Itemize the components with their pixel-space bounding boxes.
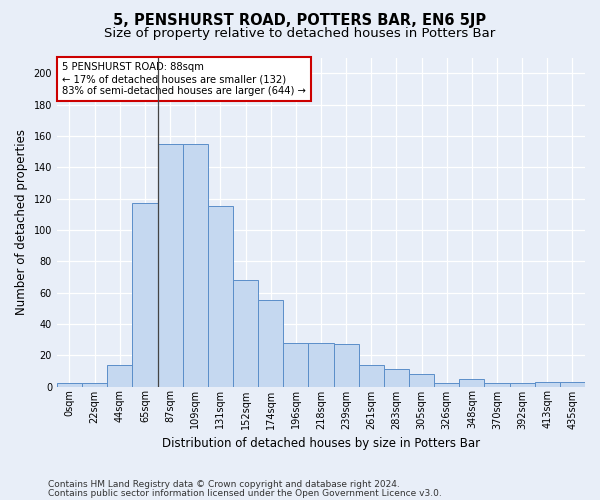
Bar [359, 364, 384, 386]
Bar [509, 384, 535, 386]
Bar [384, 370, 409, 386]
Bar [258, 300, 283, 386]
Bar [233, 280, 258, 386]
X-axis label: Distribution of detached houses by size in Potters Bar: Distribution of detached houses by size … [162, 437, 480, 450]
Bar [434, 384, 459, 386]
Bar [409, 374, 434, 386]
Text: 5, PENSHURST ROAD, POTTERS BAR, EN6 5JP: 5, PENSHURST ROAD, POTTERS BAR, EN6 5JP [113, 12, 487, 28]
Bar [560, 382, 585, 386]
Bar [133, 203, 158, 386]
Bar [308, 342, 334, 386]
Bar [283, 342, 308, 386]
Bar [459, 378, 484, 386]
Text: 5 PENSHURST ROAD: 88sqm
← 17% of detached houses are smaller (132)
83% of semi-d: 5 PENSHURST ROAD: 88sqm ← 17% of detache… [62, 62, 306, 96]
Bar [57, 384, 82, 386]
Bar [535, 382, 560, 386]
Text: Size of property relative to detached houses in Potters Bar: Size of property relative to detached ho… [104, 28, 496, 40]
Bar [484, 384, 509, 386]
Bar [107, 364, 133, 386]
Bar [82, 384, 107, 386]
Y-axis label: Number of detached properties: Number of detached properties [15, 129, 28, 315]
Bar [158, 144, 182, 386]
Bar [334, 344, 359, 387]
Text: Contains HM Land Registry data © Crown copyright and database right 2024.: Contains HM Land Registry data © Crown c… [48, 480, 400, 489]
Bar [208, 206, 233, 386]
Bar [182, 144, 208, 386]
Text: Contains public sector information licensed under the Open Government Licence v3: Contains public sector information licen… [48, 488, 442, 498]
